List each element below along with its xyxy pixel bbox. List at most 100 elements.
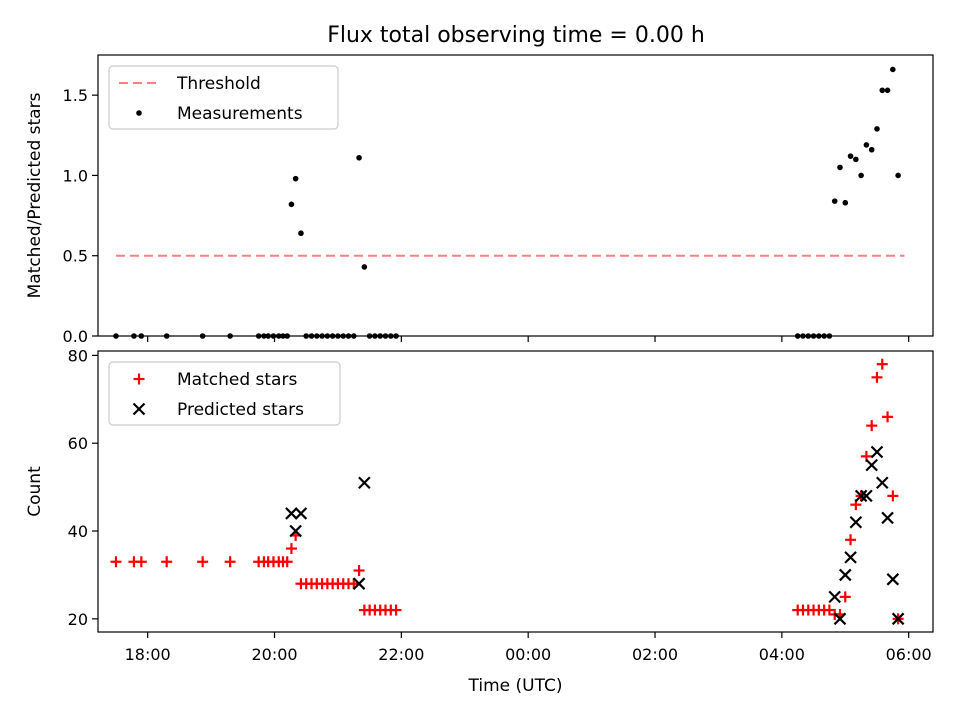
data-point xyxy=(345,333,352,339)
data-point xyxy=(887,490,899,502)
data-point xyxy=(261,333,267,339)
data-point xyxy=(884,87,891,94)
data-point xyxy=(308,333,315,339)
data-point xyxy=(270,333,277,339)
data-point xyxy=(227,333,233,339)
data-point xyxy=(292,175,299,182)
data-point xyxy=(197,556,209,568)
data-point xyxy=(324,333,331,339)
data-point xyxy=(393,333,399,339)
data-point xyxy=(110,556,122,568)
data-point xyxy=(390,604,402,616)
data-point xyxy=(224,556,236,568)
legend-label: Matched stars xyxy=(177,370,297,390)
data-point xyxy=(382,333,389,339)
data-point xyxy=(868,146,875,153)
data-point xyxy=(366,333,373,339)
legend-label: Measurements xyxy=(177,104,303,124)
legend-item: Matched stars xyxy=(133,370,297,390)
data-point xyxy=(839,591,851,603)
data-point xyxy=(853,156,859,163)
data-point xyxy=(340,333,347,339)
data-point xyxy=(879,87,886,94)
data-point xyxy=(875,476,889,489)
legend-box xyxy=(108,65,339,130)
legend-item: Predicted stars xyxy=(132,400,304,420)
data-point xyxy=(348,578,360,590)
data-point xyxy=(280,333,286,339)
data-point xyxy=(871,371,883,383)
data-point xyxy=(313,333,320,339)
data-point xyxy=(800,333,806,339)
data-point xyxy=(874,126,880,132)
data-point xyxy=(161,556,173,568)
data-point xyxy=(891,612,905,626)
data-point xyxy=(281,556,293,568)
x-tick-label: 20:00 xyxy=(251,645,297,664)
data-point xyxy=(138,333,145,339)
data-point xyxy=(275,333,282,339)
legend-box xyxy=(108,361,341,426)
plot-frame xyxy=(97,54,934,337)
x-axis-label: Time (UTC) xyxy=(468,676,563,696)
data-point xyxy=(255,333,262,339)
legend-swatch xyxy=(132,402,146,416)
data-point xyxy=(199,333,206,339)
data-point xyxy=(135,556,147,568)
data-point xyxy=(265,333,271,339)
data-point xyxy=(847,153,854,159)
y-tick-label: 40 xyxy=(68,522,88,541)
data-point xyxy=(826,333,833,339)
data-point xyxy=(303,333,310,339)
legend: Threshold Measurements xyxy=(108,65,339,130)
legend: Matched stars Predicted stars xyxy=(108,361,341,426)
data-point xyxy=(353,565,365,577)
y-axis-label: Matched/Predicted stars xyxy=(25,92,45,298)
chart-title: Flux total observing time = 0.00 h xyxy=(327,23,705,48)
data-point xyxy=(113,333,119,339)
data-point xyxy=(284,333,290,339)
x-tick-label: 18:00 xyxy=(125,645,171,664)
legend-label: Threshold xyxy=(176,74,261,94)
data-point xyxy=(833,612,847,626)
data-point xyxy=(838,568,852,582)
panel-flux-ratio: 0.0 0.5 1.0 1.5 Matched/Predicted stars Thres… xyxy=(25,54,934,346)
data-point xyxy=(377,333,384,339)
data-point xyxy=(285,507,298,520)
x-tick-label: 02:00 xyxy=(632,645,678,664)
data-point xyxy=(844,551,857,564)
data-point xyxy=(387,333,394,339)
data-point xyxy=(163,333,170,339)
data-point xyxy=(294,507,308,520)
data-point xyxy=(361,264,368,270)
legend-item: Measurements xyxy=(136,104,303,124)
data-point xyxy=(805,333,812,339)
data-point xyxy=(870,445,884,459)
data-point xyxy=(289,524,302,538)
legend-item: Threshold xyxy=(119,74,261,94)
y-axis-label: Count xyxy=(25,466,45,517)
data-point xyxy=(845,534,857,546)
panel-counts: 20 40 60 80 18:00 20:00 22:00 00:00 02:00 04:00 06… xyxy=(25,346,934,696)
y-tick-label: 1.0 xyxy=(63,166,88,185)
data-point xyxy=(329,333,336,339)
data-point xyxy=(854,489,868,503)
data-point xyxy=(358,476,371,489)
data-point xyxy=(352,577,366,590)
data-point xyxy=(876,358,888,370)
series-matched-stars xyxy=(110,358,904,625)
data-point xyxy=(821,333,827,339)
y-tick-label: 1.5 xyxy=(63,86,88,105)
data-point xyxy=(831,198,838,204)
data-point xyxy=(881,511,894,525)
data-point xyxy=(828,590,841,604)
series-measurements xyxy=(113,66,901,339)
data-point xyxy=(849,515,863,529)
data-point xyxy=(865,458,878,472)
data-point xyxy=(810,333,817,339)
x-tick-label: 00:00 xyxy=(505,645,551,664)
data-point xyxy=(288,201,295,208)
x-tick-label: 22:00 xyxy=(378,645,424,664)
y-tick-label: 80 xyxy=(68,346,88,365)
